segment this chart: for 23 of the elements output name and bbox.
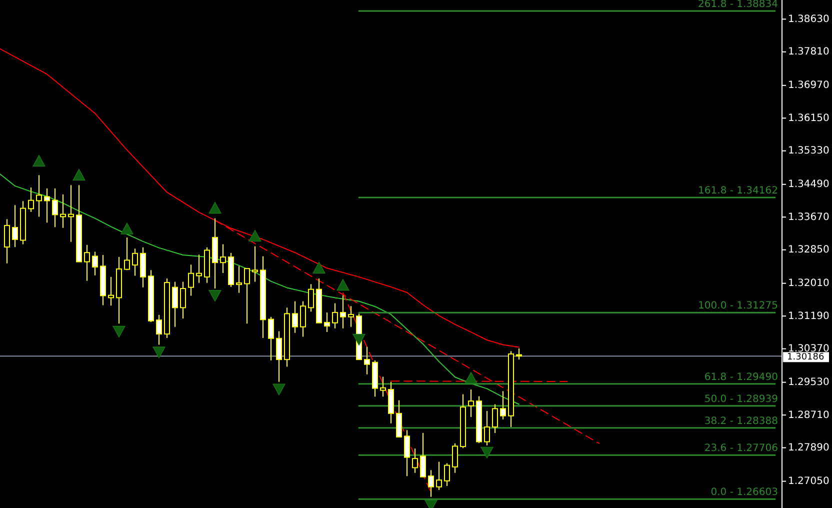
series-label: 50.0 - 1.28939 [704, 394, 778, 405]
series-label: 161.8 - 1.34162 [698, 185, 778, 196]
y-tick-label: 1.37810 [788, 46, 830, 58]
y-tick-label: 1.29530 [788, 377, 830, 388]
series-label: 100.0 - 1.31275 [698, 300, 778, 312]
y-tick-label: 1.27050 [788, 476, 830, 487]
y-tick-label: 1.28710 [788, 410, 830, 421]
y-tick-label: 1.33670 [788, 212, 830, 223]
series-label: 38.2 - 1.28388 [704, 416, 778, 427]
y-tick-label: 1.31190 [788, 310, 830, 322]
series-label: 23.6 - 1.27706 [704, 443, 778, 454]
y-tick-label: 1.36970 [788, 80, 830, 92]
y-tick-label: 1.34490 [788, 179, 830, 190]
ref-line-label: 1.30186 [787, 352, 824, 363]
y-tick-label: 1.32010 [788, 278, 830, 290]
series-label: 0.0 - 1.26603 [710, 487, 778, 498]
series-label: 61.8 - 1.29490 [704, 372, 778, 383]
y-tick-label: 1.27890 [788, 442, 830, 454]
y-tick-label: 1.35330 [788, 146, 830, 157]
y-tick-label: 1.36150 [788, 112, 830, 124]
y-tick-label: 1.38630 [788, 14, 830, 25]
y-tick-label: 1.32850 [788, 244, 830, 256]
series-label: 261.8 - 1.38834 [698, 0, 778, 10]
